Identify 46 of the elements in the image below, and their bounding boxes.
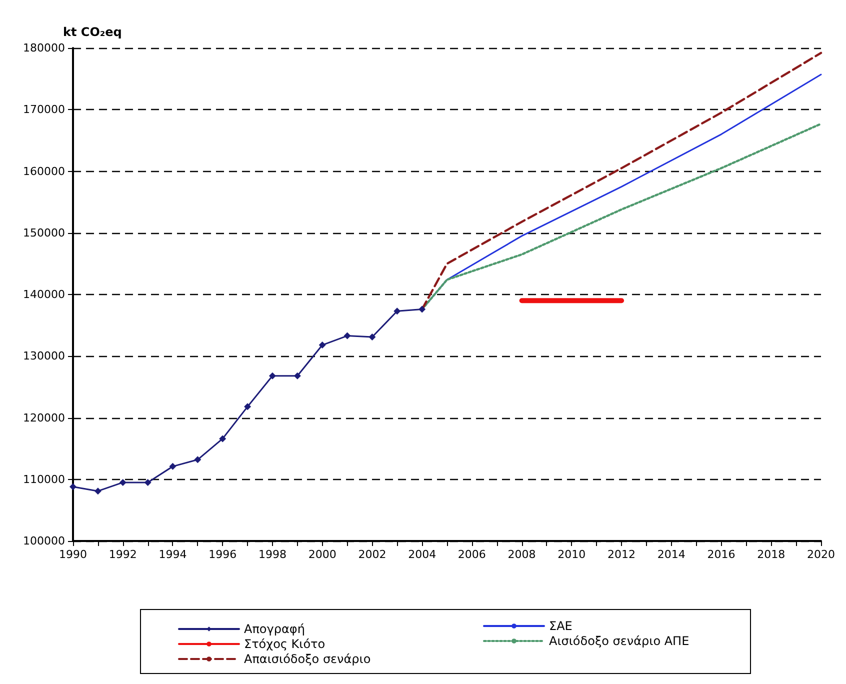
x-tick-label: 2014 <box>657 548 686 561</box>
x-tick-label: 2018 <box>757 548 786 561</box>
point <box>344 332 351 340</box>
point <box>219 435 226 442</box>
x-tick-label: 2008 <box>508 548 536 561</box>
x-tick-label: 1996 <box>208 548 237 561</box>
point <box>144 478 152 486</box>
point <box>294 372 301 380</box>
x-tick-label: 2004 <box>408 548 436 561</box>
point <box>394 308 401 315</box>
y-tick-label: 170000 <box>23 103 65 116</box>
x-tick-label: 2016 <box>707 548 736 561</box>
y-tick-label: 110000 <box>23 472 65 486</box>
legend-label: ΣΑΕ <box>549 619 572 633</box>
point <box>169 462 176 470</box>
point <box>418 306 426 313</box>
x-tick-label: 1990 <box>59 548 87 561</box>
point <box>368 334 376 341</box>
x-tick-label: 1998 <box>258 548 286 561</box>
point <box>268 372 276 380</box>
y-tick-label: 160000 <box>23 164 65 178</box>
legend-label: Αισιόδοξο σενάριο ΑΠΕ <box>549 634 690 648</box>
y-tick-label: 140000 <box>23 288 65 301</box>
x-tick-label: 2010 <box>558 548 586 561</box>
y-tick-label: 130000 <box>23 350 65 363</box>
x-tick-label: 2000 <box>308 548 336 561</box>
x-tick-label: 1992 <box>108 548 137 561</box>
legend-label: Απαισιόδοξο σενάριο <box>244 652 371 666</box>
x-tick-label: 2002 <box>358 548 386 561</box>
point <box>244 403 252 410</box>
point <box>318 342 326 349</box>
y-tick-label: 120000 <box>23 411 65 424</box>
point <box>70 483 76 490</box>
x-tick-label: 1994 <box>158 548 187 561</box>
x-tick-label: 2006 <box>458 548 486 561</box>
point <box>194 456 202 464</box>
legend-label: Απογραφή <box>244 622 305 636</box>
point <box>94 488 102 495</box>
x-tick-label: 2020 <box>807 548 836 561</box>
y-tick-label: 150000 <box>23 226 65 240</box>
y-tick-label: 100000 <box>23 534 65 548</box>
y-axis-title: kt CO₂eq <box>63 25 122 39</box>
point <box>119 478 126 486</box>
y-tick-label: 180000 <box>23 42 65 54</box>
x-tick-label: 2012 <box>608 548 636 561</box>
legend-label: Στόχος Κιότο <box>244 637 326 651</box>
